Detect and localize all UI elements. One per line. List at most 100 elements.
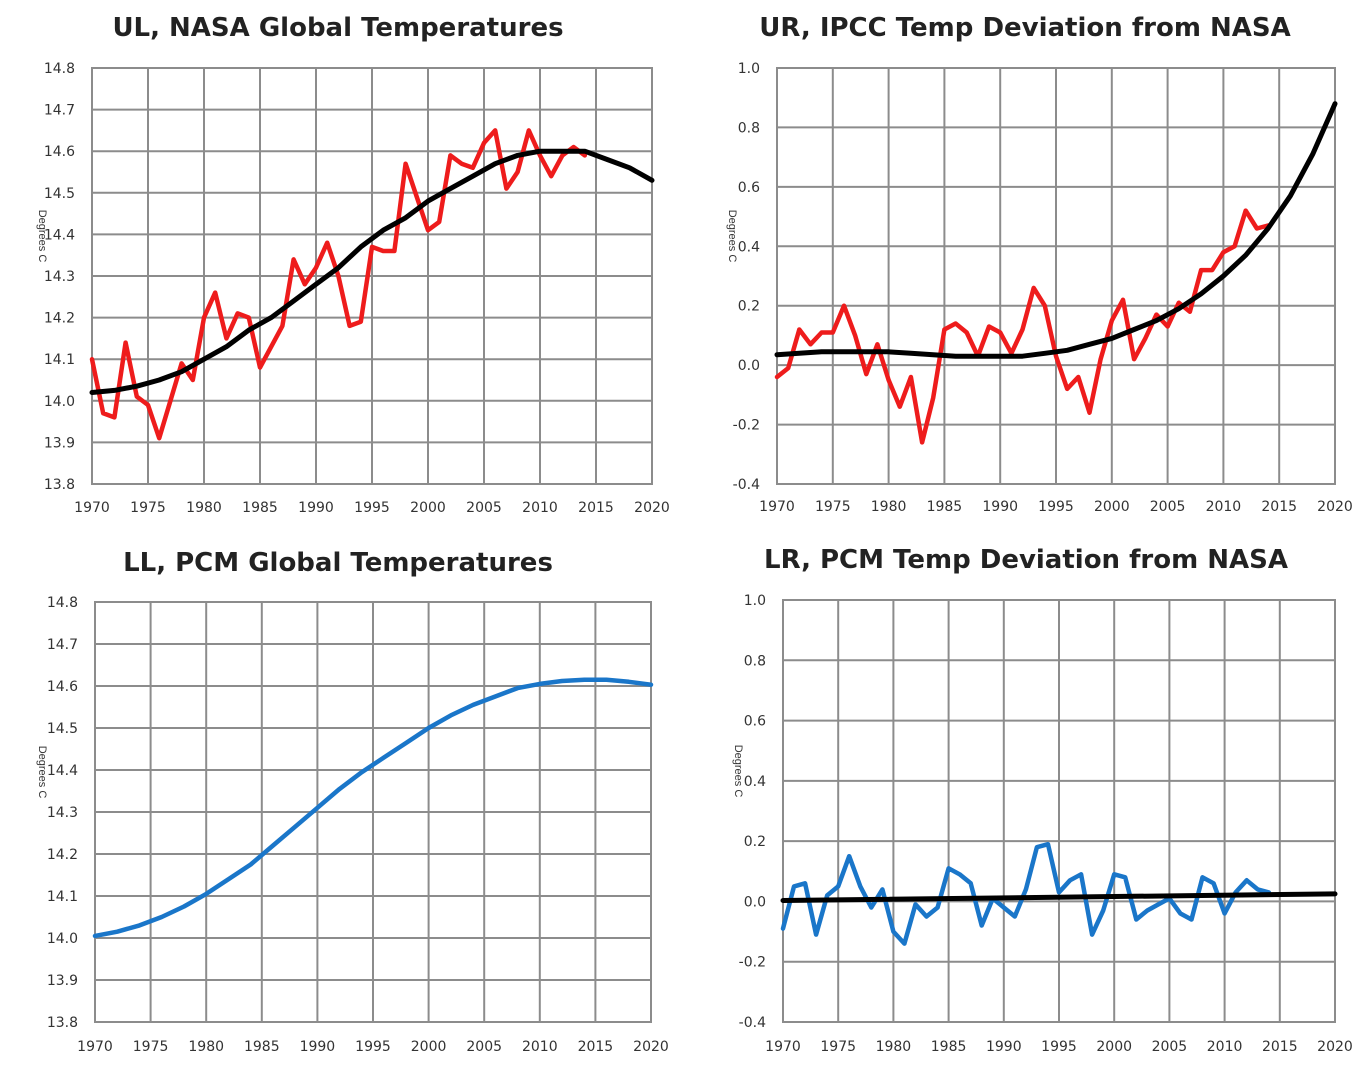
y-tick-label: 14.0 (47, 931, 78, 947)
x-tick-label: 2000 (1096, 1039, 1132, 1055)
y-tick-label: 14.2 (47, 847, 78, 863)
x-tick-label: 2005 (1150, 499, 1186, 515)
y-tick-label: 14.5 (44, 186, 75, 202)
y-tick-label: 14.6 (47, 679, 78, 695)
chart-title: UR, IPCC Temp Deviation from NASA (759, 13, 1290, 43)
y-tick-label: 14.2 (44, 311, 75, 327)
chart-panel-ur: UR, IPCC Temp Deviation from NASA 1970 197… (726, 13, 1353, 515)
y-tick-label: -0.2 (739, 955, 766, 971)
chart-title: LL, PCM Global Temperatures (123, 548, 553, 578)
y-tick-label: 0.0 (744, 894, 766, 910)
x-tick-label: 2015 (578, 1039, 614, 1055)
y-axis-label: Degrees C (732, 745, 744, 798)
y-tick-label: 13.8 (44, 477, 75, 493)
y-tick-label: -0.4 (739, 1015, 766, 1031)
x-tick-label: 1975 (130, 500, 166, 516)
x-tick-label: 2015 (1262, 1039, 1298, 1055)
x-tick-label: 1985 (931, 1039, 967, 1055)
ur-series-1-line (774, 101, 1338, 359)
y-tick-label: 14.3 (47, 805, 78, 821)
x-tick-label: 1970 (759, 499, 795, 515)
plot-frame (91, 67, 653, 485)
x-tick-label: 2010 (522, 1039, 558, 1055)
y-tick-label: 13.9 (44, 435, 75, 451)
x-tick-label: 2000 (410, 500, 446, 516)
x-tick-label: 2000 (411, 1039, 447, 1055)
y-tick-label: 0.0 (738, 358, 760, 374)
x-tick-label: 1990 (982, 499, 1018, 515)
x-tick-label: 1995 (354, 500, 390, 516)
y-axis-label: Degrees C (36, 210, 48, 263)
y-tick-label: 0.8 (744, 653, 766, 669)
x-tick-label: 1970 (77, 1039, 113, 1055)
x-tick-label: 1980 (186, 500, 222, 516)
x-tick-label: 2005 (466, 1039, 502, 1055)
ur-series-0-line (774, 208, 1271, 445)
x-tick-label: 2010 (1207, 1039, 1243, 1055)
plot-frame (782, 599, 1336, 1023)
x-tick-label: 1995 (355, 1039, 391, 1055)
chart-title: LR, PCM Temp Deviation from NASA (764, 545, 1288, 575)
lr-series-0-line (780, 841, 1272, 946)
y-tick-label: 14.3 (44, 269, 75, 285)
y-tick-label: 14.5 (47, 721, 78, 737)
x-tick-label: 1970 (74, 500, 110, 516)
y-tick-label: 13.8 (47, 1015, 78, 1031)
x-tick-label: 2020 (634, 500, 670, 516)
chart-title: UL, NASA Global Temperatures (112, 13, 563, 43)
plot-frame (776, 67, 1336, 485)
x-tick-label: 2005 (466, 500, 502, 516)
ll-series-0-line (92, 677, 654, 939)
chart-panel-ll: LL, PCM Global Temperatures 1970 1975 1980 1… (36, 548, 669, 1055)
x-tick-label: 1975 (820, 1039, 856, 1055)
x-tick-label: 1980 (871, 499, 907, 515)
x-tick-label: 1990 (986, 1039, 1022, 1055)
x-tick-label: 1975 (815, 499, 851, 515)
y-tick-label: 14.4 (44, 227, 75, 243)
x-tick-label: 2005 (1152, 1039, 1188, 1055)
y-tick-label: 1.0 (744, 593, 766, 609)
y-tick-label: 14.0 (44, 394, 75, 410)
y-tick-label: 13.9 (47, 973, 78, 989)
y-tick-label: 14.1 (44, 352, 75, 368)
plot-frame (94, 601, 652, 1023)
x-tick-label: 2020 (1317, 1039, 1353, 1055)
x-tick-label: 1995 (1038, 499, 1074, 515)
y-tick-label: -0.2 (733, 418, 760, 434)
x-tick-label: 1980 (876, 1039, 912, 1055)
x-tick-label: 2010 (1206, 499, 1242, 515)
y-tick-label: 0.6 (744, 714, 766, 730)
y-axis-label: Degrees C (726, 210, 738, 263)
x-tick-label: 1970 (765, 1039, 801, 1055)
x-tick-label: 1990 (300, 1039, 336, 1055)
x-tick-label: 2010 (522, 500, 558, 516)
y-tick-label: -0.4 (733, 477, 760, 493)
x-tick-label: 2015 (578, 500, 614, 516)
x-tick-label: 1990 (298, 500, 334, 516)
ul-series-0-line (89, 128, 588, 441)
x-tick-label: 2020 (633, 1039, 669, 1055)
x-tick-label: 2000 (1094, 499, 1130, 515)
x-tick-label: 1980 (188, 1039, 224, 1055)
y-tick-label: 0.4 (744, 774, 766, 790)
chart-panel-lr: LR, PCM Temp Deviation from NASA 1970 1975… (732, 545, 1353, 1055)
x-tick-label: 1995 (1041, 1039, 1077, 1055)
y-tick-label: 0.8 (738, 120, 760, 136)
x-tick-label: 1985 (242, 500, 278, 516)
y-tick-label: 1.0 (738, 61, 760, 77)
y-axis-label: Degrees C (36, 746, 48, 799)
y-tick-label: 14.1 (47, 889, 78, 905)
x-tick-label: 1985 (244, 1039, 280, 1055)
x-tick-label: 1985 (927, 499, 963, 515)
ul-series-1-line (89, 148, 655, 395)
y-tick-label: 14.8 (44, 61, 75, 77)
y-tick-label: 14.7 (44, 103, 75, 119)
lr-series-1-line (780, 891, 1338, 903)
y-tick-label: 0.6 (738, 180, 760, 196)
chart-panel-ul: UL, NASA Global Temperatures 1970 1975 1980… (36, 13, 670, 516)
y-tick-label: 0.2 (744, 834, 766, 850)
x-tick-label: 1975 (133, 1039, 169, 1055)
y-tick-label: 14.7 (47, 637, 78, 653)
x-tick-label: 2020 (1317, 499, 1353, 515)
